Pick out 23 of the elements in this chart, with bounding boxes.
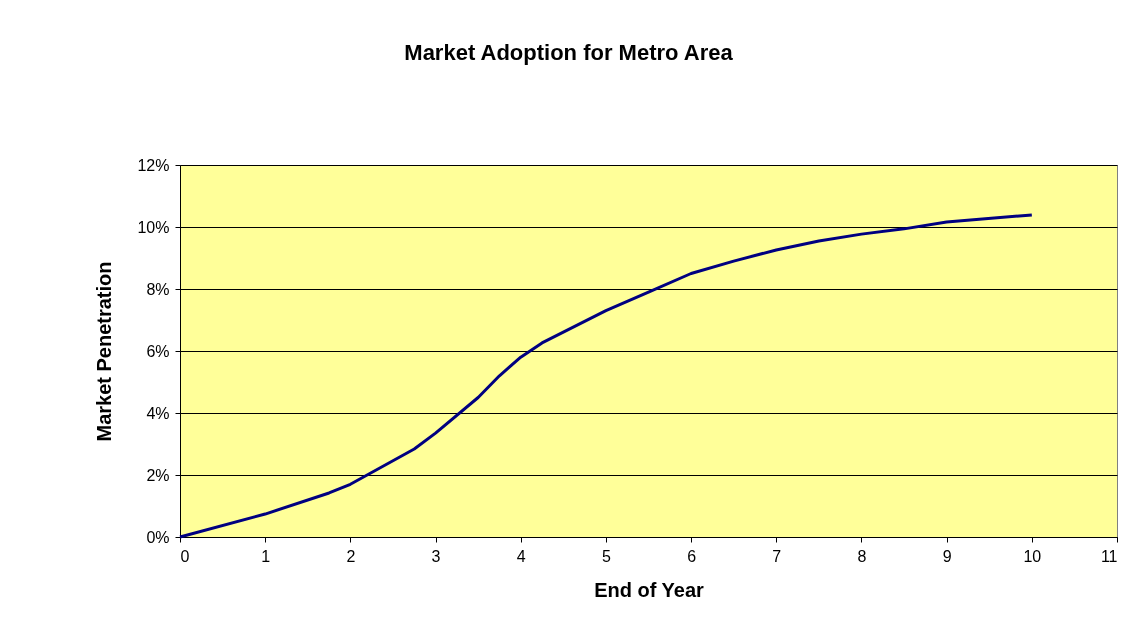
y-tick-label: 2%: [146, 466, 170, 484]
x-tick-label: 8: [857, 547, 867, 565]
line-series: [178, 213, 1034, 539]
y-tick-label: 0%: [146, 528, 170, 546]
y-tick-label: 12%: [137, 156, 170, 174]
x-tick-label: 1: [261, 547, 271, 565]
x-tick-label: 7: [772, 547, 782, 565]
x-tick-label: 2: [346, 547, 356, 565]
x-tick-label: 9: [942, 547, 952, 565]
x-tick-label: 10: [1023, 547, 1042, 565]
chart-title: Market Adoption for Metro Area: [404, 40, 734, 65]
x-tick-label: 3: [431, 547, 441, 565]
x-tick-label: 5: [601, 547, 611, 565]
x-tick-label: 4: [516, 547, 526, 565]
x-tick-label: 6: [687, 547, 697, 565]
y-axis-title: Market Penetration: [93, 261, 116, 442]
x-tick-label: 11: [1100, 547, 1118, 565]
x-axis-title: End of Year: [594, 578, 705, 601]
y-tick-label: 6%: [146, 342, 170, 360]
y-tick-label: 10%: [137, 218, 170, 236]
y-tick-label: 8%: [146, 280, 170, 298]
y-tick-label: 4%: [146, 404, 170, 422]
x-tick-label: 0: [180, 547, 190, 565]
